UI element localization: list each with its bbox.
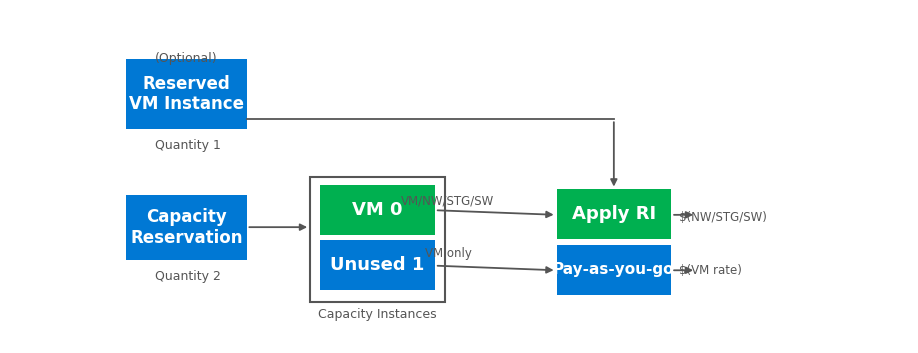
- Text: Apply RI: Apply RI: [572, 205, 656, 223]
- Text: VM 0: VM 0: [353, 201, 403, 219]
- Bar: [127, 195, 247, 260]
- Text: Pay-as-you-go: Pay-as-you-go: [554, 262, 675, 277]
- Text: VM only: VM only: [424, 247, 472, 260]
- Bar: [556, 190, 671, 239]
- Bar: [310, 177, 445, 302]
- Bar: [320, 240, 435, 290]
- Bar: [127, 59, 247, 128]
- Bar: [320, 185, 435, 235]
- Text: VM/NW/STG/SW: VM/NW/STG/SW: [401, 195, 495, 208]
- Text: Quantity 2: Quantity 2: [155, 270, 221, 283]
- Text: $(NW/STG/SW): $(NW/STG/SW): [679, 211, 767, 225]
- Bar: [556, 245, 671, 295]
- Text: Capacity Instances: Capacity Instances: [319, 308, 437, 321]
- Text: Quantity 1: Quantity 1: [155, 139, 221, 151]
- Text: Reserved
VM Instance: Reserved VM Instance: [129, 74, 244, 113]
- Text: (Optional): (Optional): [155, 52, 218, 65]
- Text: Unused 1: Unused 1: [330, 256, 425, 274]
- Text: Capacity
Reservation: Capacity Reservation: [130, 208, 242, 247]
- Text: $(VM rate): $(VM rate): [679, 264, 742, 277]
